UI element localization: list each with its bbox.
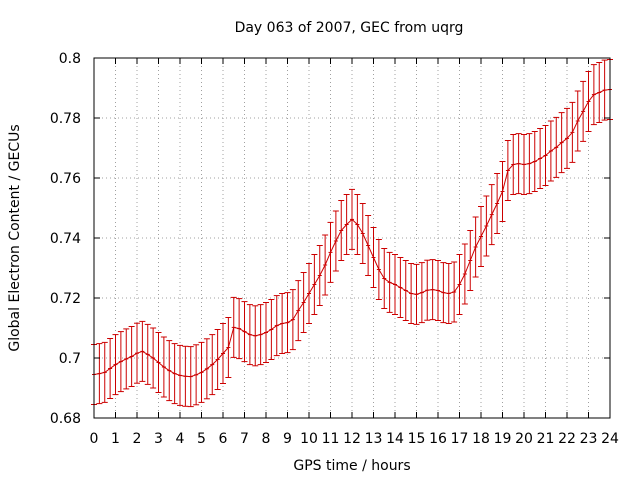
gec-series-line [93,89,611,378]
x-tick-label: 14 [386,431,404,447]
chart-title: Day 063 of 2007, GEC from uqrg [235,20,464,36]
x-tick-label: 1 [111,431,120,447]
x-tick-label: 18 [472,431,490,447]
x-tick-label: 17 [451,431,469,447]
x-tick-label: 11 [322,431,340,447]
x-tick-label: 24 [601,431,619,447]
x-tick-label: 16 [429,431,447,447]
x-tick-label: 15 [408,431,426,447]
x-tick-label: 4 [176,431,185,447]
x-axis-label: GPS time / hours [293,458,410,474]
x-tick-label: 23 [580,431,598,447]
x-tick-label: 2 [133,431,142,447]
y-axis-label: Global Electron Content / GECUs [7,124,23,351]
x-tick-label: 7 [240,431,249,447]
x-tick-label: 22 [558,431,576,447]
x-tick-label: 0 [90,431,99,447]
x-tick-label: 3 [154,431,163,447]
x-tick-label: 5 [197,431,206,447]
x-tick-label: 12 [343,431,361,447]
x-tick-label: 13 [365,431,383,447]
y-axis-ticks: 0.68 0.7 0.72 0.74 0.76 0.78 0.8 [50,51,610,427]
x-tick-label: 9 [283,431,292,447]
x-tick-label: 21 [537,431,555,447]
y-tick-label: 0.68 [50,411,81,427]
x-tick-label: 19 [494,431,512,447]
y-tick-label: 0.8 [59,51,81,67]
x-tick-label: 6 [219,431,228,447]
y-tick-label: 0.7 [59,351,81,367]
y-tick-label: 0.76 [50,171,81,187]
y-tick-label: 0.74 [50,231,81,247]
x-axis-ticks: 0 1 2 3 4 5 6 7 8 9 10 11 12 13 14 15 16 17 18 19 20 21 22 23 24 [90,58,619,447]
x-tick-label: 20 [515,431,533,447]
y-tick-label: 0.72 [50,291,81,307]
y-tick-label: 0.78 [50,111,81,127]
x-tick-label: 8 [262,431,271,447]
x-tick-label: 10 [300,431,318,447]
